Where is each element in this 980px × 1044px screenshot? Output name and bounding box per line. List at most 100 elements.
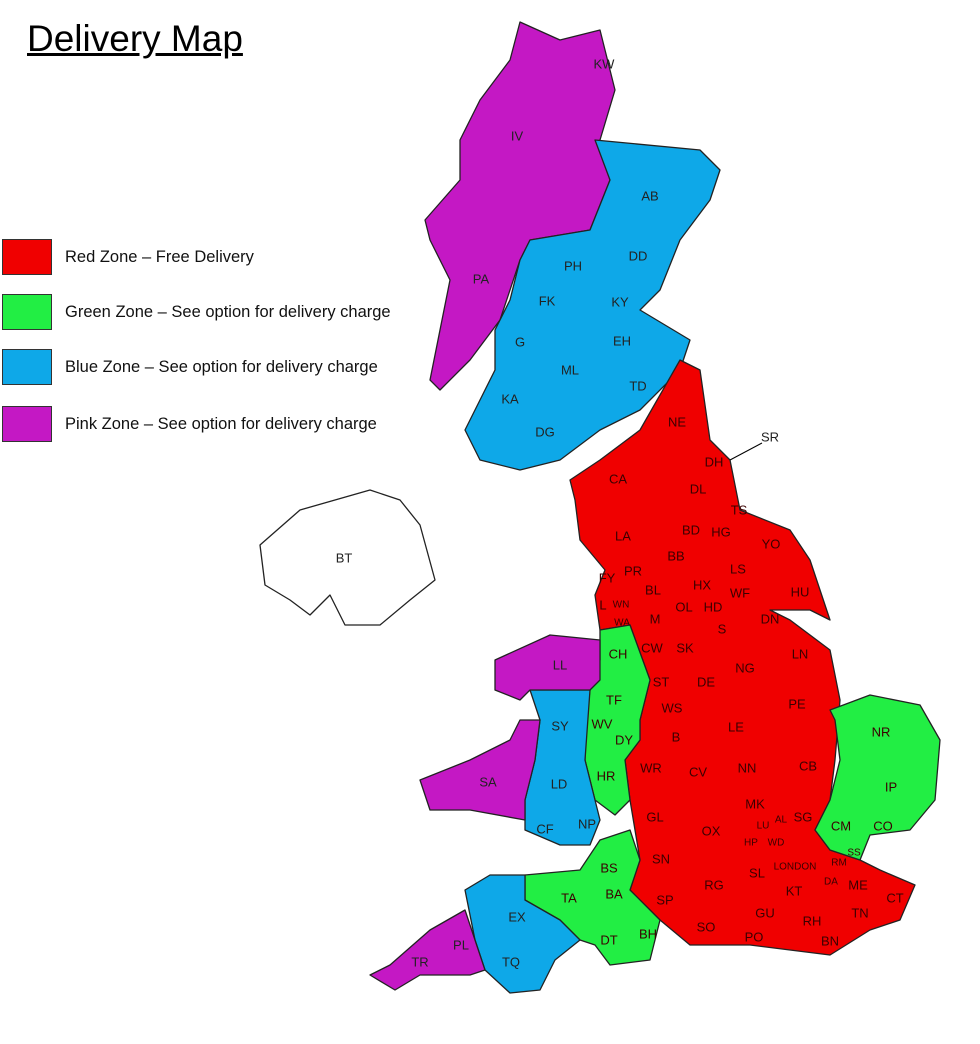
postcode-area-kt: KT [786,883,803,898]
postcode-area-ka: KA [501,391,519,406]
legend-label: Blue Zone – See option for delivery char… [65,357,378,376]
postcode-area-nn: NN [738,760,757,775]
postcode-area-bh: BH [639,926,657,941]
postcode-area-hx: HX [693,577,711,592]
postcode-area-dg: DG [535,424,555,439]
region-scotland-south [464,139,721,471]
postcode-area-b: B [672,729,681,744]
postcode-area-ba: BA [605,886,623,901]
legend-label: Red Zone – Free Delivery [65,247,254,266]
postcode-area-ln: LN [792,646,809,661]
postcode-area-np: NP [578,816,596,831]
postcode-area-ss: SS [847,848,861,859]
region-scotland-north [424,21,616,391]
postcode-area-wd: WD [768,838,785,849]
legend-item-red: Red Zone – Free Delivery [2,238,254,276]
postcode-area-ox: OX [702,823,721,838]
region-wales-west [419,719,541,821]
postcode-area-dn: DN [761,611,780,626]
postcode-area-sk: SK [676,640,694,655]
postcode-area-ip: IP [885,779,897,794]
postcode-area-fk: FK [539,293,556,308]
postcode-area-bb: BB [667,548,684,563]
postcode-area-wn: WN [613,600,630,611]
postcode-area-sn: SN [652,851,670,866]
postcode-area-rg: RG [704,877,724,892]
postcode-area-wv: WV [592,716,613,731]
postcode-area-sy: SY [551,718,569,733]
postcode-area-ml: ML [561,362,579,377]
postcode-area-fy: FY [599,570,616,585]
postcode-area-bt: BT [336,550,353,565]
postcode-area-gl: GL [646,809,663,824]
postcode-area-hg: HG [711,524,731,539]
postcode-area-la: LA [615,528,631,543]
region-cornwall [369,909,486,991]
postcode-area-cf: CF [536,821,553,836]
legend-swatch-pink [2,406,52,442]
postcode-area-lu: LU [757,821,770,832]
postcode-area-pr: PR [624,563,642,578]
postcode-area-nr: NR [872,724,891,739]
postcode-area-london: LONDON [774,862,817,873]
postcode-area-rh: RH [803,913,822,928]
postcode-area-hu: HU [791,584,810,599]
postcode-area-st: ST [653,674,670,689]
postcode-area-ld: LD [551,776,568,791]
postcode-area-ws: WS [662,700,683,715]
postcode-area-eh: EH [613,333,631,348]
postcode-area-dy: DY [615,732,633,747]
region-england [569,359,916,956]
legend-item-pink: Pink Zone – See option for delivery char… [2,405,377,443]
postcode-area-ph: PH [564,258,582,273]
postcode-area-cv: CV [689,764,707,779]
postcode-area-ts: TS [731,502,748,517]
postcode-area-sp: SP [656,892,673,907]
postcode-area-tn: TN [851,905,868,920]
postcode-area-ng: NG [735,660,755,675]
postcode-area-sg: SG [794,809,813,824]
postcode-area-bl: BL [645,582,661,597]
region-northern-ireland [259,489,436,626]
postcode-area-wa: WA [614,618,630,629]
legend-swatch-green [2,294,52,330]
postcode-area-ll: LL [553,657,567,672]
postcode-area-ab: AB [641,188,658,203]
postcode-area-ky: KY [611,294,629,309]
postcode-area-hd: HD [704,599,723,614]
postcode-area-td: TD [629,378,646,393]
postcode-area-sa: SA [479,774,497,789]
legend-swatch-red [2,239,52,275]
postcode-area-bn: BN [821,933,839,948]
postcode-area-ca: CA [609,471,627,486]
postcode-area-ex: EX [508,909,526,924]
postcode-area-pl: PL [453,937,469,952]
postcode-area-wf: WF [730,585,750,600]
postcode-area-ol: OL [675,599,692,614]
postcode-area-bd: BD [682,522,700,537]
legend-item-green: Green Zone – See option for delivery cha… [2,293,391,331]
postcode-area-le: LE [728,719,744,734]
postcode-area-m: M [650,611,661,626]
postcode-area-sl: SL [749,865,765,880]
legend-swatch-blue [2,349,52,385]
postcode-area-l: L [599,597,606,612]
postcode-area-da: DA [824,877,838,888]
postcode-area-dh: DH [705,454,724,469]
postcode-area-al: AL [775,815,788,826]
postcode-area-bs: BS [600,860,618,875]
postcode-area-dd: DD [629,248,648,263]
postcode-area-g: G [515,334,525,349]
postcode-area-kw: KW [594,56,616,71]
postcode-area-po: PO [745,929,764,944]
postcode-area-me: ME [848,877,868,892]
postcode-area-pa: PA [473,271,490,286]
region-east-anglia [814,694,941,861]
postcode-area-ls: LS [730,561,746,576]
postcode-area-ta: TA [561,890,577,905]
postcode-area-dt: DT [600,932,617,947]
postcode-area-dl: DL [690,481,707,496]
postcode-area-co: CO [873,818,893,833]
legend-label: Pink Zone – See option for delivery char… [65,414,377,433]
